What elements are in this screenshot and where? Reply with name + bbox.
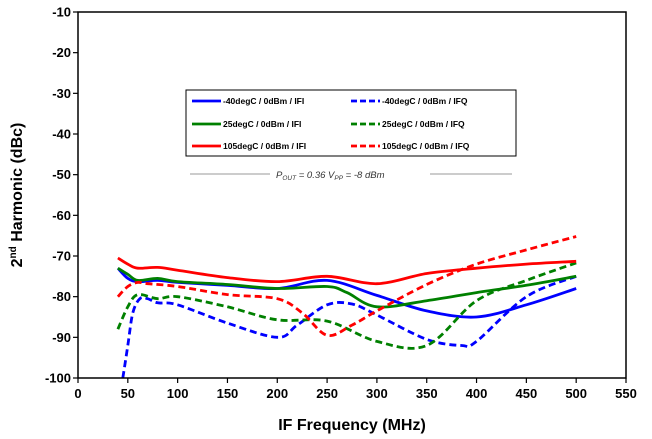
annotation-text: POUT = 0.36 VPP = -8 dBm: [276, 170, 385, 182]
x-tick-label: 250: [316, 386, 338, 401]
x-tick-label: 0: [74, 386, 81, 401]
x-tick-label: 50: [121, 386, 135, 401]
x-tick-label: 550: [615, 386, 637, 401]
y-tick-label: -70: [52, 249, 71, 264]
x-tick-label: 100: [167, 386, 189, 401]
y-tick-label: -30: [52, 86, 71, 101]
x-tick-label: 500: [565, 386, 587, 401]
series-line-5: [117, 256, 577, 286]
y-tick-label: -10: [52, 5, 71, 20]
legend: -40degC / 0dBm / IFI -40degC / 0dBm / IFQ…: [185, 89, 517, 157]
y-axis-title-rest: Harmonic (dBc): [9, 123, 26, 247]
annotation-eq1: = 0.36 V: [296, 170, 336, 181]
series-line-6: [116, 235, 577, 337]
legend-label: -40degC / 0dBm / IFI: [223, 96, 304, 106]
x-tick-label: 150: [217, 386, 239, 401]
x-tick-label: 200: [266, 386, 288, 401]
y-tick-label: -50: [52, 167, 71, 182]
y-tick-label: -100: [45, 371, 71, 386]
y-axis-ticks: -10 -20 -30 -40 -50 -60 -70 -80 -90 -100: [45, 5, 78, 386]
y-tick-label: -60: [52, 208, 71, 223]
legend-label: 25degC / 0dBm / IFI: [223, 119, 301, 129]
y-axis-title-prefix: 2: [9, 258, 26, 267]
y-tick-label: -20: [52, 45, 71, 60]
x-axis-title: IF Frequency (MHz): [278, 417, 426, 434]
y-tick-label: -90: [52, 330, 71, 345]
plot-area-frame: [77, 11, 627, 379]
power-annotation: POUT = 0.36 VPP = -8 dBm: [190, 170, 512, 182]
annotation-p-sub: OUT: [282, 175, 297, 182]
series-line-3: [117, 267, 577, 309]
legend-label: -40degC / 0dBm / IFQ: [382, 96, 468, 106]
y-axis-title-superscript: nd: [8, 246, 19, 258]
x-tick-label: 400: [466, 386, 488, 401]
legend-label: 105degC / 0dBm / IFQ: [382, 141, 470, 151]
legend-label: 25degC / 0dBm / IFQ: [382, 119, 465, 129]
annotation-eq2: = -8 dBm: [343, 170, 385, 181]
annotation-p: P: [276, 170, 283, 181]
y-tick-label: -40: [52, 127, 71, 142]
y-axis-title: 2nd Harmonic (dBc): [8, 123, 26, 268]
series-line-2: [121, 274, 577, 378]
legend-label: 105degC / 0dBm / IFI: [223, 141, 306, 151]
y-tick-label: -80: [52, 289, 71, 304]
x-tick-label: 450: [516, 386, 538, 401]
x-tick-label: 300: [366, 386, 388, 401]
series-lines: [116, 235, 577, 378]
annotation-v-sub: PP: [334, 175, 343, 182]
x-tick-label: 350: [416, 386, 438, 401]
x-axis-ticks: 0 50 100 150 200 250 300 350 400 450 500 550: [74, 378, 637, 401]
